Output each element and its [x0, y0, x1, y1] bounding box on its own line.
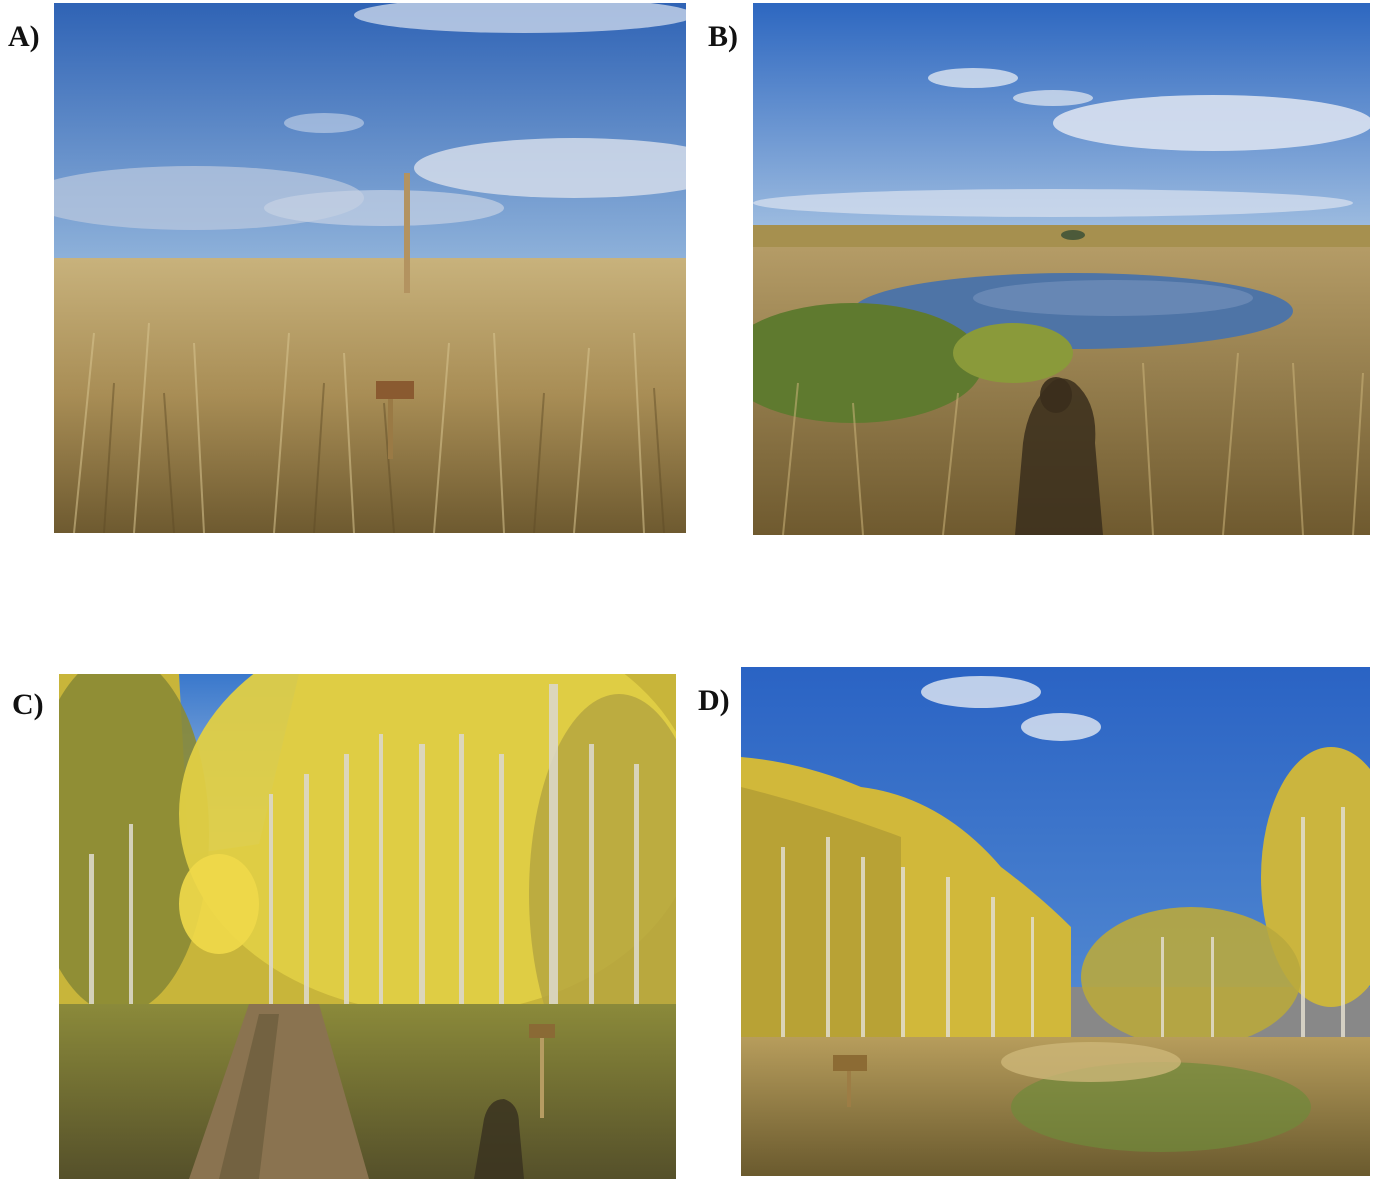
- panel-label-b: B): [708, 20, 738, 53]
- panel-label-a: A): [8, 20, 40, 53]
- photo-c-illustration: [59, 674, 676, 1179]
- panel-label-c: C): [12, 688, 44, 721]
- photo-d-illustration: [741, 667, 1370, 1176]
- photo-a-illustration: [54, 3, 686, 533]
- photo-b-illustration: [753, 3, 1370, 535]
- photo-c-forest-trail: [59, 674, 676, 1179]
- photo-a-grassland: [54, 3, 686, 533]
- panel-label-d: D): [698, 684, 730, 717]
- photo-b-wetland: [753, 3, 1370, 535]
- photo-d-forest-edge: [741, 667, 1370, 1176]
